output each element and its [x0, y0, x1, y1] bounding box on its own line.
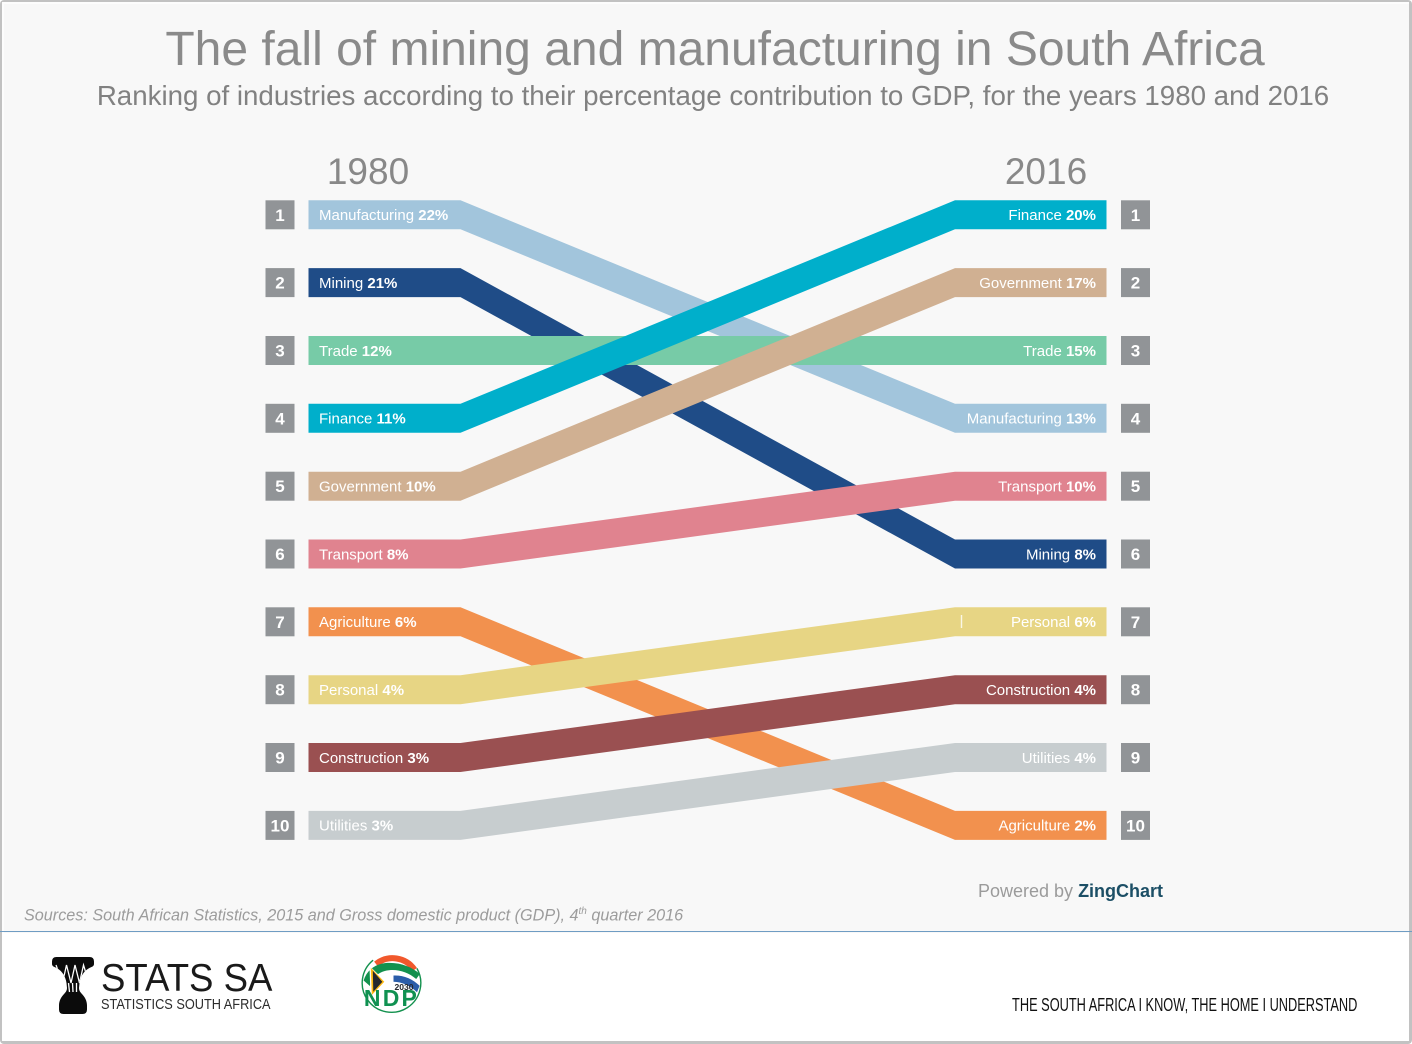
svg-text:Utilities 4%: Utilities 4%	[1022, 750, 1096, 767]
svg-text:2: 2	[1131, 274, 1140, 293]
svg-text:7: 7	[275, 613, 284, 632]
svg-text:6: 6	[1131, 545, 1140, 564]
svg-text:Manufacturing 22%: Manufacturing 22%	[319, 207, 448, 224]
svg-text:3: 3	[1131, 342, 1140, 361]
svg-text:Transport 8%: Transport 8%	[319, 546, 409, 563]
svg-text:6: 6	[275, 545, 284, 564]
svg-text:4: 4	[1131, 409, 1141, 428]
svg-text:Mining 21%: Mining 21%	[319, 275, 397, 292]
svg-text:9: 9	[275, 749, 284, 768]
svg-text:Manufacturing 13%: Manufacturing 13%	[967, 411, 1096, 428]
svg-text:7: 7	[1131, 613, 1140, 632]
svg-text:Agriculture 2%: Agriculture 2%	[998, 818, 1096, 835]
svg-text:5: 5	[275, 477, 284, 496]
svg-text:Trade 15%: Trade 15%	[1023, 343, 1096, 360]
svg-text:10: 10	[1126, 816, 1145, 835]
svg-text:Government 10%: Government 10%	[319, 479, 436, 496]
svg-text:Construction 3%: Construction 3%	[319, 750, 429, 767]
svg-text:9: 9	[1131, 749, 1140, 768]
svg-text:1: 1	[1131, 206, 1140, 225]
svg-text:Trade 12%: Trade 12%	[319, 343, 392, 360]
svg-text:10: 10	[271, 816, 290, 835]
svg-text:Utilities 3%: Utilities 3%	[319, 818, 393, 835]
svg-text:NDP: NDP	[364, 985, 419, 1011]
svg-text:3: 3	[275, 342, 284, 361]
svg-text:Personal 4%: Personal 4%	[319, 682, 404, 699]
svg-text:Finance 20%: Finance 20%	[1008, 207, 1096, 224]
svg-text:Agriculture 6%: Agriculture 6%	[319, 614, 417, 631]
svg-text:8: 8	[275, 681, 284, 700]
svg-text:2030: 2030	[394, 982, 413, 992]
svg-text:Finance 11%: Finance 11%	[319, 411, 406, 428]
svg-text:8: 8	[1131, 681, 1140, 700]
svg-text:Personal 6%: Personal 6%	[1011, 614, 1096, 631]
svg-text:Mining 8%: Mining 8%	[1026, 546, 1096, 563]
svg-text:Transport 10%: Transport 10%	[998, 479, 1096, 496]
svg-text:1: 1	[275, 206, 284, 225]
svg-text:5: 5	[1131, 477, 1140, 496]
svg-text:2: 2	[275, 274, 284, 293]
svg-text:Government 17%: Government 17%	[979, 275, 1096, 292]
svg-text:4: 4	[275, 409, 285, 428]
svg-text:Construction 4%: Construction 4%	[986, 682, 1096, 699]
